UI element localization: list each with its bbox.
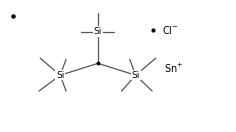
- Text: Si: Si: [56, 71, 64, 80]
- Text: Si: Si: [94, 27, 102, 36]
- Text: Sn$^{+}$: Sn$^{+}$: [164, 62, 183, 75]
- Text: Si: Si: [131, 71, 140, 80]
- Text: Cl$^{-}$: Cl$^{-}$: [162, 24, 178, 36]
